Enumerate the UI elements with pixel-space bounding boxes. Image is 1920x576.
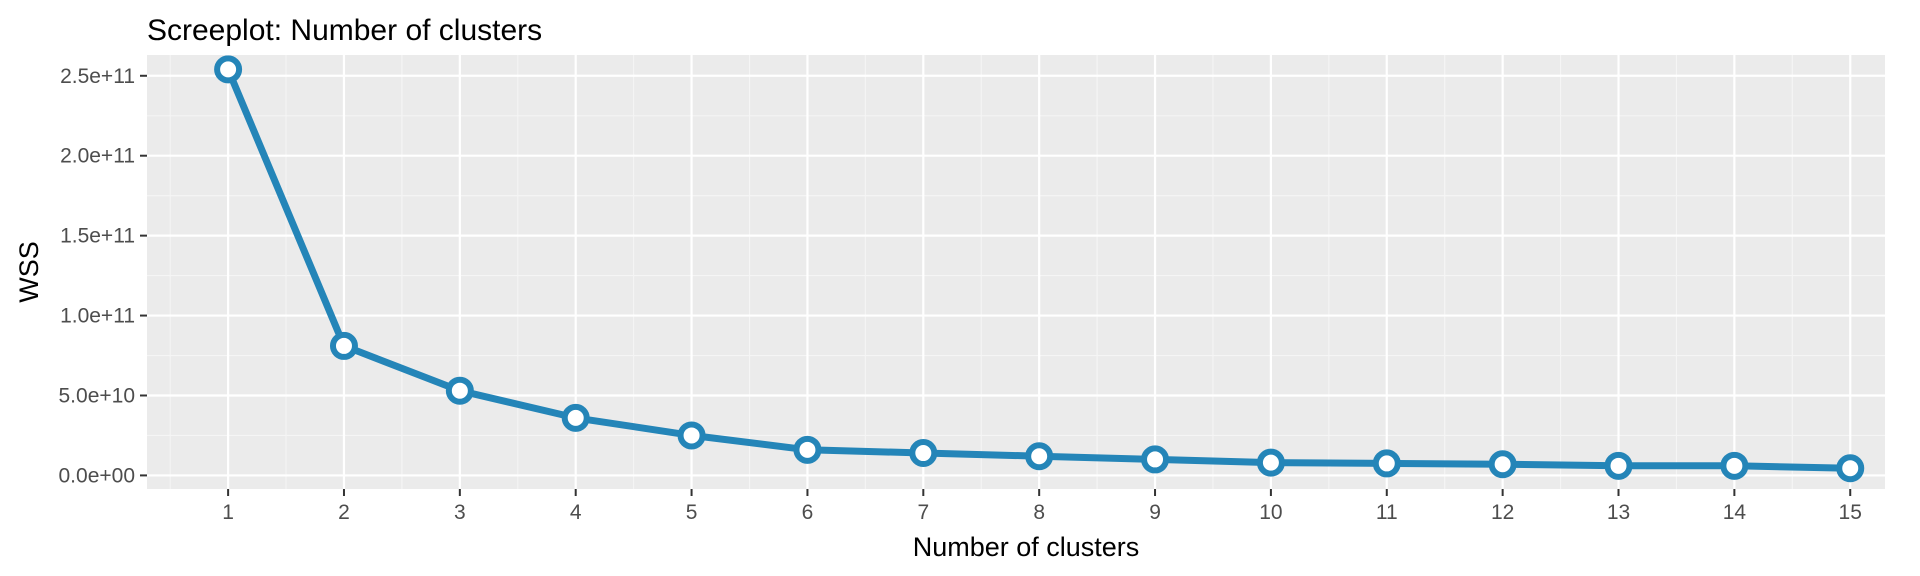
- x-axis: 1 2 3 4 5 6 7 8 9 10 11 12 13 14 15: [222, 489, 1862, 524]
- data-point: [1372, 449, 1401, 478]
- data-point: [1256, 448, 1285, 477]
- y-tick-label: 1.5e+11: [60, 225, 135, 248]
- chart-title: Screeplot: Number of clusters: [147, 14, 542, 47]
- x-axis-title: Number of clusters: [913, 532, 1140, 562]
- x-tick-label: 14: [1723, 501, 1747, 524]
- x-tick-label: 12: [1491, 501, 1514, 524]
- x-tick-label: 13: [1607, 501, 1630, 524]
- x-tick-label: 9: [1149, 501, 1161, 524]
- minor-gridlines: [147, 55, 1885, 489]
- data-point: [1836, 454, 1865, 483]
- data-point: [445, 376, 474, 405]
- x-tick-label: 1: [222, 501, 234, 524]
- data-point: [1025, 442, 1054, 471]
- wss-data-points: [214, 55, 1865, 483]
- x-tick-label: 3: [454, 501, 466, 524]
- x-tick-label: 8: [1033, 501, 1045, 524]
- data-point: [793, 435, 822, 464]
- y-tick-label: 5.0e+10: [59, 384, 136, 407]
- data-point: [1720, 451, 1749, 480]
- x-tick-label: 11: [1376, 501, 1398, 524]
- y-tick-label: 1.0e+11: [60, 305, 135, 328]
- data-point: [561, 403, 590, 432]
- data-point: [1604, 451, 1633, 480]
- y-axis-title: WSS: [14, 241, 44, 303]
- x-tick-label: 6: [802, 501, 814, 524]
- y-tick-label: 2.5e+11: [60, 65, 135, 88]
- y-tick-label: 2.0e+11: [60, 145, 135, 168]
- y-tick-label: 0.0e+00: [59, 464, 136, 487]
- x-tick-label: 4: [570, 501, 582, 524]
- data-point: [677, 421, 706, 450]
- major-gridlines: [147, 55, 1885, 489]
- data-point: [329, 331, 358, 360]
- y-axis: 0.0e+00 5.0e+10 1.0e+11 1.5e+11 2.0e+11 2.5e+…: [59, 65, 147, 487]
- data-point: [1141, 445, 1170, 474]
- data-point: [909, 439, 938, 468]
- data-point: [1488, 450, 1517, 479]
- x-tick-label: 5: [686, 501, 698, 524]
- x-tick-label: 2: [338, 501, 350, 524]
- x-tick-label: 10: [1259, 501, 1282, 524]
- x-tick-label: 15: [1839, 501, 1862, 524]
- plot-panel: [147, 55, 1885, 489]
- x-tick-label: 7: [917, 501, 929, 524]
- data-point: [214, 55, 243, 84]
